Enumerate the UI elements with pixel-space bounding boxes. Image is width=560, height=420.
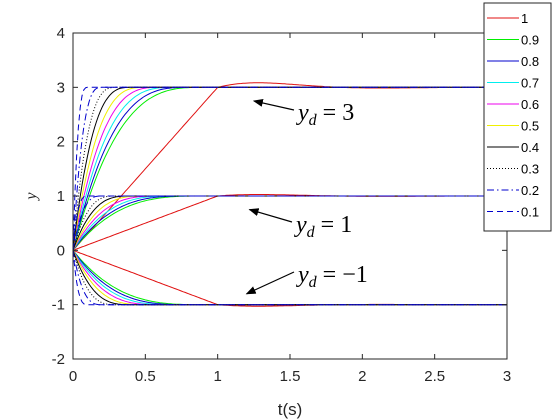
series-0.5-curve-1 [72,195,507,251]
annotation-label: yd = 1 [294,212,352,241]
legend-label-0.7: 0.7 [521,76,539,91]
legend-label-0.3: 0.3 [521,162,539,177]
y-axis-label: y [23,192,40,202]
series-0.1-curve-0 [72,86,507,251]
series-0.8-curve-2 [72,250,507,306]
annotation-label: yd = −1 [296,262,368,291]
series-0.4-curve-1 [72,195,507,251]
y-tick-label: -1 [52,297,65,314]
axis-ticks: 0 0.5 1 1.5 2 2.5 3 -2 -1 0 1 2 3 4 [52,25,512,385]
series-0.7-curve-2 [72,250,507,306]
series-0.2-curve-1 [72,195,507,251]
series-0.6-curve-1 [72,195,507,251]
y-tick-label: -2 [52,351,65,368]
y-tick-label: 0 [57,242,65,259]
series-0.3-curve-1 [72,195,507,251]
series-0.3-curve-2 [72,250,507,306]
series-0.1-curve-2 [72,250,507,306]
y-tick-label: 1 [57,188,65,205]
x-axis-label: t(s) [278,400,303,419]
annotation-label: yd = 3 [296,100,354,129]
series-0.6-curve-2 [72,250,507,306]
x-tick-label: 0 [69,368,77,385]
annotation-arrow [252,99,295,111]
x-tick-label: 1.5 [280,368,301,385]
annotations: yd = 3 yd = 1 yd = −1 [245,99,368,295]
series-curves [72,82,507,307]
series-0.7-curve-1 [72,195,507,251]
x-tick-label: 3 [503,368,511,385]
legend-label-0.5: 0.5 [521,119,539,134]
legend-label-0.8: 0.8 [521,54,539,69]
series-0.1-curve-1 [72,195,507,251]
series-0.9-curve-1 [72,195,507,251]
legend-label-0.4: 0.4 [521,140,539,155]
series-0.9-curve-2 [72,249,507,306]
x-tick-label: 2.5 [424,368,445,385]
y-tick-label: 3 [57,79,65,96]
x-tick-label: 0.5 [135,368,156,385]
annotation-arrow [248,208,293,223]
x-tick-label: 1 [213,368,221,385]
legend-box [483,2,552,232]
series-0.4-curve-2 [72,250,507,306]
legend-label-0.6: 0.6 [521,97,539,112]
legend-label-1: 1 [521,11,528,26]
y-tick-label: 4 [57,25,65,42]
series-0.5-curve-2 [72,250,507,306]
legend-label-0.2: 0.2 [521,183,539,198]
series-0.2-curve-2 [72,250,507,306]
y-tick-label: 2 [57,134,65,151]
legend: 1 0.9 0.8 0.7 0.6 0.5 0.4 0.3 0.2 0.1 [483,2,552,232]
legend-label-0.1: 0.1 [521,205,539,220]
series-0.8-curve-1 [72,195,507,251]
annotation-arrow [245,271,295,295]
x-tick-label: 2 [358,368,366,385]
legend-label-0.9: 0.9 [521,33,539,48]
